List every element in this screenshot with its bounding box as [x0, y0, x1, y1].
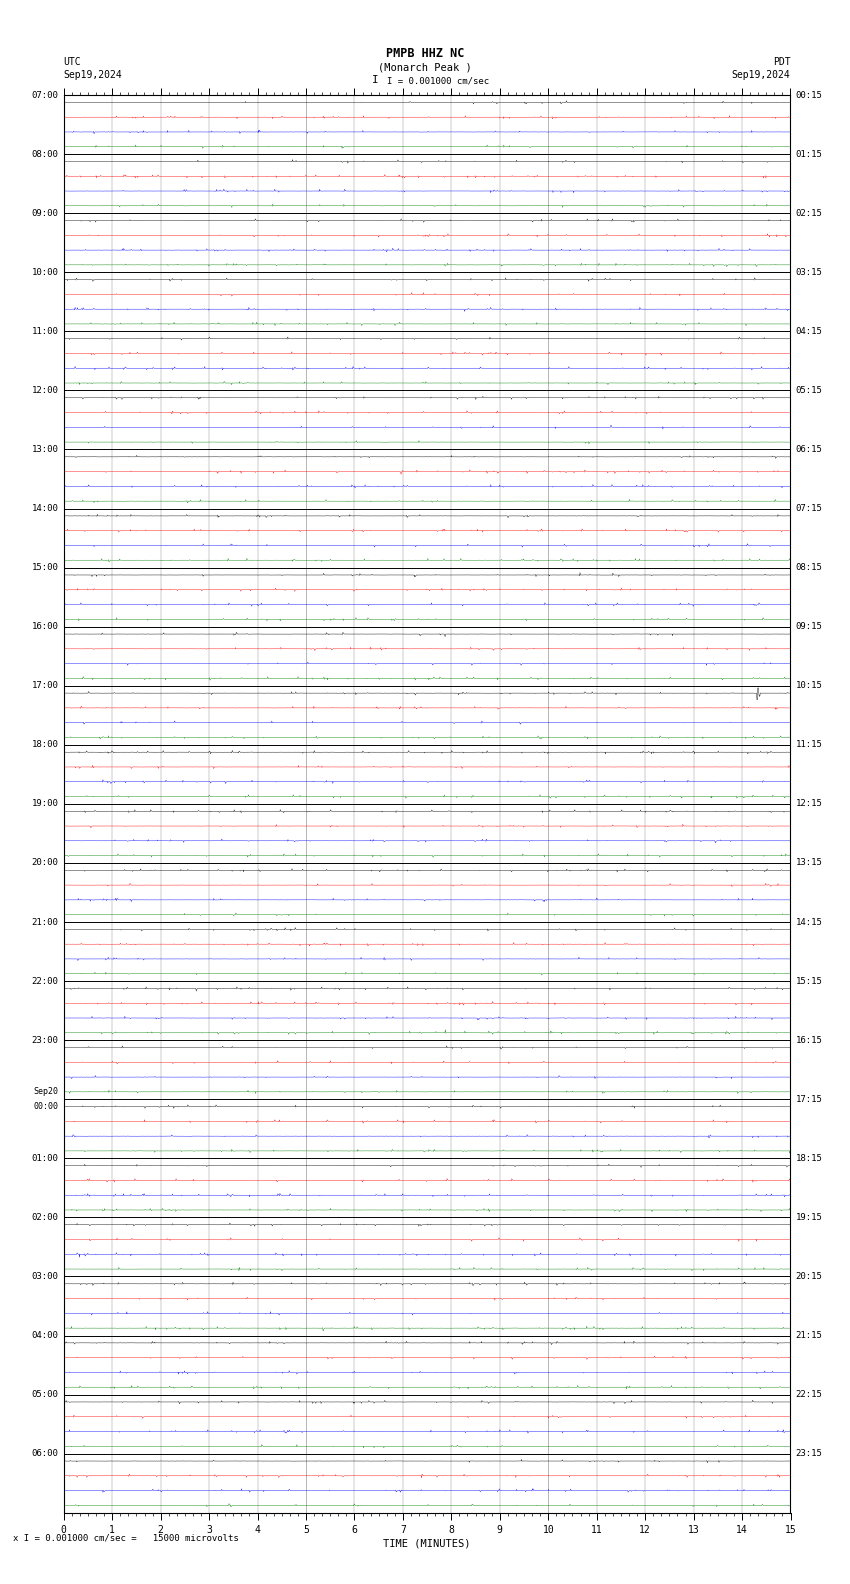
Text: Sep19,2024: Sep19,2024: [732, 70, 791, 79]
Text: 00:00: 00:00: [34, 1102, 59, 1110]
Text: 23:00: 23:00: [31, 1036, 59, 1045]
Text: 21:00: 21:00: [31, 917, 59, 927]
Text: 11:15: 11:15: [796, 740, 823, 749]
Text: 18:00: 18:00: [31, 740, 59, 749]
Text: 15:15: 15:15: [796, 977, 823, 985]
Text: 19:00: 19:00: [31, 800, 59, 808]
Text: (Monarch Peak ): (Monarch Peak ): [378, 63, 472, 73]
Text: 08:00: 08:00: [31, 149, 59, 158]
Text: 04:15: 04:15: [796, 326, 823, 336]
Text: 10:00: 10:00: [31, 268, 59, 277]
Text: 12:15: 12:15: [796, 800, 823, 808]
Text: x I = 0.001000 cm/sec =   15000 microvolts: x I = 0.001000 cm/sec = 15000 microvolts: [13, 1533, 239, 1543]
Text: 06:15: 06:15: [796, 445, 823, 455]
Text: I: I: [371, 74, 378, 86]
Text: 22:00: 22:00: [31, 977, 59, 985]
Text: Sep20: Sep20: [34, 1087, 59, 1096]
Text: 01:15: 01:15: [796, 149, 823, 158]
Text: 17:15: 17:15: [796, 1095, 823, 1104]
Text: 04:00: 04:00: [31, 1331, 59, 1340]
Text: 14:15: 14:15: [796, 917, 823, 927]
Text: 17:00: 17:00: [31, 681, 59, 691]
Text: 18:15: 18:15: [796, 1153, 823, 1163]
Text: 23:15: 23:15: [796, 1449, 823, 1459]
Text: 14:00: 14:00: [31, 504, 59, 513]
Text: 07:15: 07:15: [796, 504, 823, 513]
Text: 22:15: 22:15: [796, 1391, 823, 1399]
Text: 09:00: 09:00: [31, 209, 59, 217]
Text: 01:00: 01:00: [31, 1153, 59, 1163]
Text: 20:15: 20:15: [796, 1272, 823, 1281]
Text: 02:00: 02:00: [31, 1213, 59, 1221]
X-axis label: TIME (MINUTES): TIME (MINUTES): [383, 1538, 471, 1549]
Text: 03:00: 03:00: [31, 1272, 59, 1281]
Text: 16:15: 16:15: [796, 1036, 823, 1045]
Text: 09:15: 09:15: [796, 623, 823, 630]
Text: 05:00: 05:00: [31, 1391, 59, 1399]
Text: 07:00: 07:00: [31, 90, 59, 100]
Text: 12:00: 12:00: [31, 386, 59, 394]
Text: I = 0.001000 cm/sec: I = 0.001000 cm/sec: [387, 76, 489, 86]
Text: PMPB HHZ NC: PMPB HHZ NC: [386, 48, 464, 60]
Text: 19:15: 19:15: [796, 1213, 823, 1221]
Text: 13:00: 13:00: [31, 445, 59, 455]
Text: PDT: PDT: [773, 57, 790, 67]
Text: 06:00: 06:00: [31, 1449, 59, 1459]
Text: 02:15: 02:15: [796, 209, 823, 217]
Text: 10:15: 10:15: [796, 681, 823, 691]
Text: 05:15: 05:15: [796, 386, 823, 394]
Text: 20:00: 20:00: [31, 859, 59, 868]
Text: 21:15: 21:15: [796, 1331, 823, 1340]
Text: UTC: UTC: [64, 57, 82, 67]
Text: 08:15: 08:15: [796, 562, 823, 572]
Text: 11:00: 11:00: [31, 326, 59, 336]
Text: 13:15: 13:15: [796, 859, 823, 868]
Text: 00:15: 00:15: [796, 90, 823, 100]
Text: 16:00: 16:00: [31, 623, 59, 630]
Text: 15:00: 15:00: [31, 562, 59, 572]
Text: 03:15: 03:15: [796, 268, 823, 277]
Text: Sep19,2024: Sep19,2024: [64, 70, 122, 79]
